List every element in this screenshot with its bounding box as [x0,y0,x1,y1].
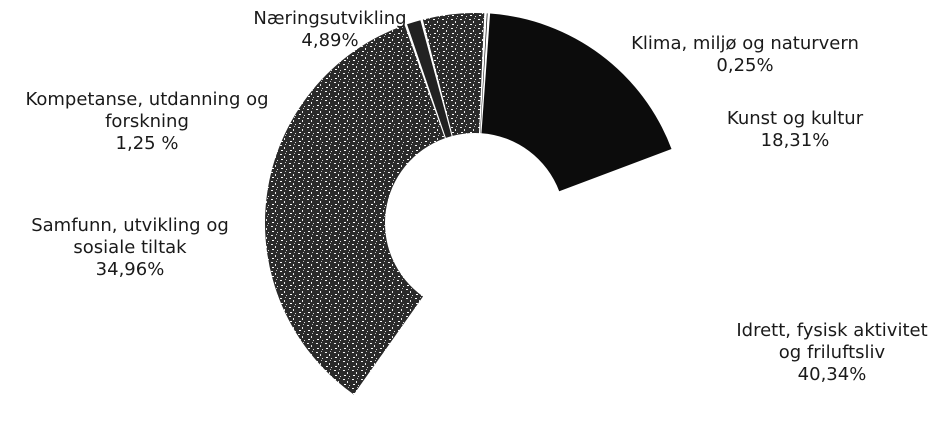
label-idrett-value: 40,34% [797,364,867,385]
label-kunst: Kunst og kultur 18,31% [685,108,905,152]
slices-layer [265,12,672,395]
slice-klima [480,13,488,134]
slice-kompetanse [407,20,452,138]
slice-naering [422,12,485,136]
label-samfunn-value: 34,96% [95,259,165,280]
label-idrett-name-1: Idrett, fysisk aktivitet [736,320,928,341]
label-kompetanse-value: 1,25 % [115,133,179,154]
label-kunst-name: Kunst og kultur [726,108,864,129]
label-samfunn-name-1: Samfunn, utvikling og [31,215,229,236]
label-kompetanse-name-1: Kompetanse, utdanning og [25,89,269,110]
label-klima: Klima, miljø og naturvern 0,25% [600,33,890,77]
label-samfunn: Samfunn, utvikling og sosiale tiltak 34,… [10,215,250,281]
label-naering-value: 4,89% [301,30,359,51]
label-idrett: Idrett, fysisk aktivitet og friluftsliv … [718,320,946,386]
label-samfunn-name-2: sosiale tiltak [73,237,187,258]
slice-samfunn [265,25,445,395]
label-naering-name: Næringsutvikling [253,8,407,29]
label-naering: Næringsutvikling 4,89% [230,8,430,52]
label-idrett-name-2: og friluftsliv [778,342,886,363]
slice-kunst [481,13,672,192]
label-klima-name: Klima, miljø og naturvern [631,33,859,54]
label-klima-value: 0,25% [716,55,774,76]
label-kompetanse: Kompetanse, utdanning og forskning 1,25 … [4,89,290,155]
label-kunst-value: 18,31% [760,130,830,151]
label-kompetanse-name-2: forskning [105,111,189,132]
